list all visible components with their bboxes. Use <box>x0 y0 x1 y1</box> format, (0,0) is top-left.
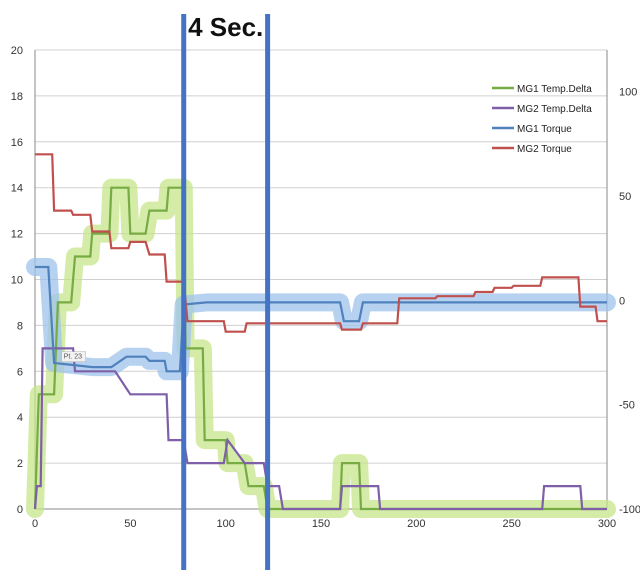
x-tick-label: 200 <box>407 518 425 530</box>
y-tick-label: 12 <box>11 229 23 241</box>
series-highlights <box>26 178 616 518</box>
series-highlight <box>26 178 616 518</box>
y-tick-label: 0 <box>17 504 23 516</box>
y2-tick-label: 0 <box>619 295 625 307</box>
series-line <box>33 186 607 511</box>
y-tick-label: 8 <box>17 320 23 332</box>
y-tick-label: 14 <box>11 183 23 195</box>
series-line <box>33 347 607 511</box>
y2-tick-label: -50 <box>619 400 635 412</box>
series-line <box>35 265 607 373</box>
legend: MG1 Temp.Delta MG2 Temp.Delta MG1 Torque MG… <box>492 84 592 155</box>
x-tick-label: 150 <box>312 518 330 530</box>
y2-tick-label: 50 <box>619 191 631 203</box>
y2-tick-label: 100 <box>619 87 637 99</box>
x-tick-label: 0 <box>32 518 38 530</box>
legend-entry: MG2 Temp.Delta <box>517 104 592 115</box>
legend-entry: MG1 Torque <box>517 124 572 135</box>
y-tick-label: 10 <box>11 275 23 287</box>
series-highlight <box>26 258 616 381</box>
series-line <box>35 153 607 333</box>
marker-annotation: 4 Sec. <box>188 12 263 42</box>
y-tick-label: 2 <box>17 458 23 470</box>
tick-labels: 0 2 4 6 8 10 12 14 16 18 20 -100 -50 0 50 100 0 50 100 150 2… <box>11 45 640 530</box>
point-note-box: Pt. 23 <box>61 351 86 362</box>
y-tick-label: 6 <box>17 366 23 378</box>
y-tick-label: 16 <box>11 137 23 149</box>
legend-entry: MG1 Temp.Delta <box>517 84 592 95</box>
time-markers <box>181 14 271 570</box>
point-note-label: Pt. 23 <box>64 354 82 361</box>
y-tick-label: 18 <box>11 91 23 103</box>
x-tick-label: 300 <box>598 518 616 530</box>
legend-entry: MG2 Torque <box>517 144 572 155</box>
x-tick-label: 100 <box>216 518 234 530</box>
x-tick-label: 50 <box>124 518 136 530</box>
y2-tick-label: -100 <box>619 504 640 516</box>
point-note-rect <box>61 351 86 362</box>
y-tick-label: 4 <box>17 412 23 424</box>
y-tick-label: 20 <box>11 45 23 57</box>
x-tick-label: 250 <box>502 518 520 530</box>
